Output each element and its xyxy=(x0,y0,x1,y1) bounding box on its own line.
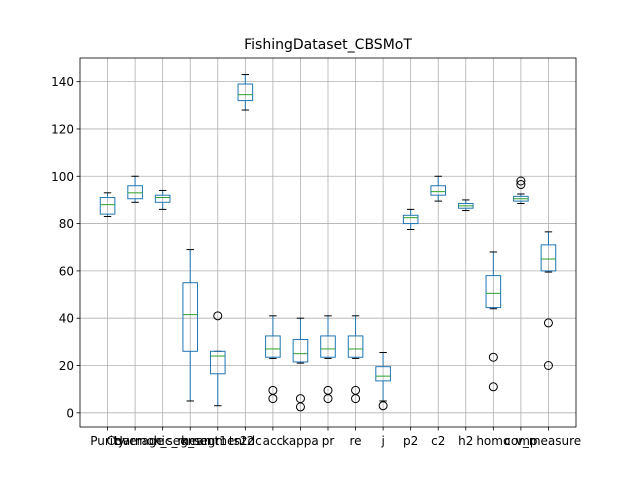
box-harmonic-mean xyxy=(154,189,171,210)
x-tick-label: acc xyxy=(263,434,284,448)
box-re xyxy=(347,315,364,404)
iqr-box xyxy=(540,244,557,272)
x-tick-label: c2 xyxy=(431,434,445,448)
x-tick-label: v_measure xyxy=(516,434,581,448)
iqr-box xyxy=(347,335,364,358)
iqr-box xyxy=(320,335,336,358)
box-ts2dc xyxy=(237,74,254,111)
iqr-box xyxy=(182,282,199,352)
x-tick-label: k_segment2 xyxy=(181,434,254,448)
x-tick-label: pr xyxy=(322,434,335,448)
outlier-point xyxy=(488,382,498,392)
x-tick-label: re xyxy=(350,434,362,448)
x-tick-label: comp xyxy=(504,434,537,448)
x-tick-label: Purity xyxy=(90,434,125,448)
box-layer xyxy=(99,74,557,412)
x-tick-label: h2 xyxy=(458,434,473,448)
outlier-point xyxy=(543,318,553,328)
box-comp xyxy=(513,176,529,204)
box-purity xyxy=(99,192,116,217)
y-tick-label: 120 xyxy=(51,122,74,136)
iqr-box xyxy=(402,214,419,225)
iqr-box xyxy=(265,335,281,358)
iqr-box xyxy=(292,338,309,363)
iqr-box xyxy=(430,185,447,196)
outlier-point xyxy=(213,311,223,321)
outlier-point xyxy=(488,352,498,362)
x-tick-label: ts2dc xyxy=(229,434,262,448)
outlier-point xyxy=(295,402,305,412)
y-tick-label: 80 xyxy=(59,217,74,231)
box-k-segment2 xyxy=(209,311,226,407)
box-pr xyxy=(320,315,336,404)
y-tick-label: 0 xyxy=(66,406,74,420)
x-tick-label: Harmonic_mean xyxy=(114,434,212,448)
box-v-measure xyxy=(540,231,557,370)
box-h2 xyxy=(457,199,474,212)
box-j xyxy=(375,351,391,411)
chart-title: FishingDataset_CBSMoT xyxy=(244,37,412,53)
outlier-point xyxy=(543,361,553,370)
iqr-box xyxy=(485,275,502,309)
iqr-box xyxy=(237,83,254,102)
box-acc xyxy=(265,315,281,404)
x-tick-label: j xyxy=(380,434,384,448)
x-tick-label: p2 xyxy=(403,434,418,448)
outlier-point xyxy=(323,394,333,404)
axis-layer: 0 20 40 60 80 100 120 140 PurityCoverageHarmonic… xyxy=(51,75,581,448)
x-tick-label: homo xyxy=(476,434,510,448)
iqr-box xyxy=(99,197,116,215)
iqr-box xyxy=(154,194,171,203)
box-coverage xyxy=(127,175,143,203)
x-tick-label: k_segment1 xyxy=(154,434,227,448)
outlier-point xyxy=(268,394,278,404)
outlier-point xyxy=(516,176,526,186)
x-tick-label: kappa xyxy=(282,434,319,448)
y-tick-label: 140 xyxy=(51,75,74,89)
outlier-point xyxy=(516,180,526,190)
outlier-point xyxy=(351,394,361,404)
x-tick-label: Coverage xyxy=(106,434,164,448)
iqr-box xyxy=(209,350,226,375)
iqr-box xyxy=(127,185,143,200)
outlier-point xyxy=(378,401,388,411)
box-homo xyxy=(485,251,502,392)
box-c2 xyxy=(430,175,447,202)
iqr-box xyxy=(375,366,391,382)
box-kappa xyxy=(292,317,309,412)
y-tick-label: 100 xyxy=(51,170,74,184)
y-tick-label: 40 xyxy=(59,312,74,326)
grid-layer xyxy=(80,58,576,427)
box-k-segment1 xyxy=(182,249,199,402)
y-tick-label: 20 xyxy=(59,359,74,373)
y-tick-label: 60 xyxy=(59,264,74,278)
box-p2 xyxy=(402,208,419,230)
